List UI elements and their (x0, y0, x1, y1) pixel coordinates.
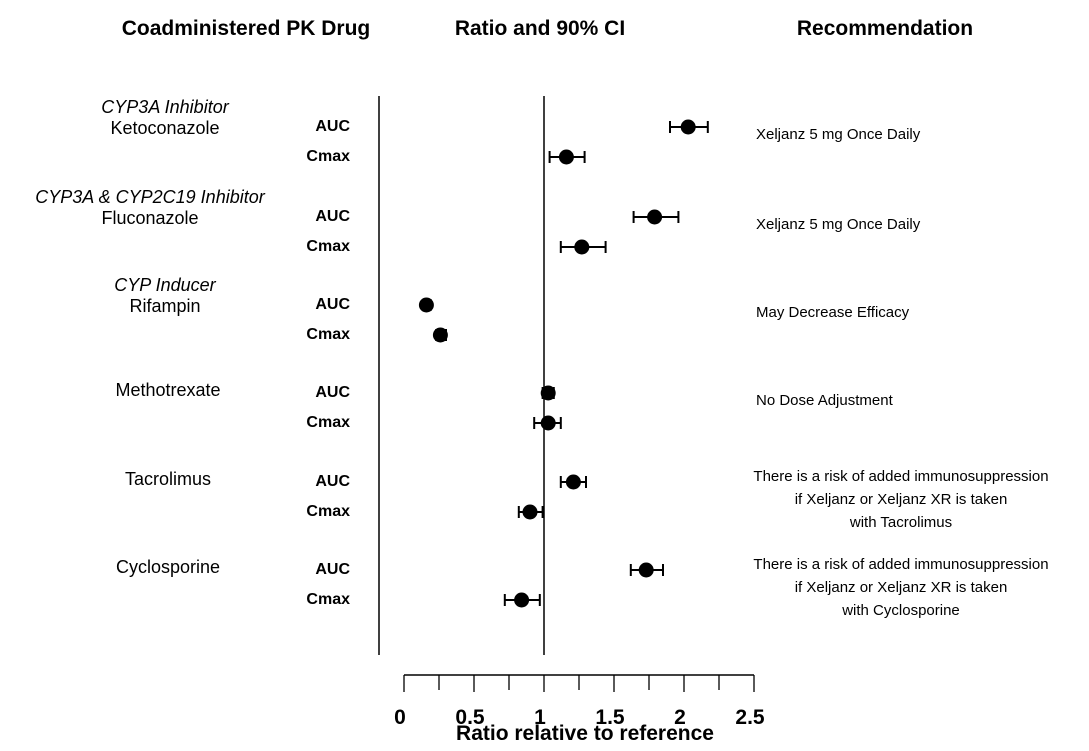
drug-name-label: Methotrexate (115, 380, 221, 400)
recommendation-text: There is a risk of added immunosuppressi… (753, 556, 1049, 573)
recommendation-text: Xeljanz 5 mg Once Daily (756, 126, 921, 143)
recommendation-text: May Decrease Efficacy (756, 304, 910, 321)
metric-label: AUC (315, 384, 350, 401)
metric-label: AUC (315, 473, 350, 490)
drug-name-label: Tacrolimus (124, 469, 212, 489)
metric-label: Cmax (306, 414, 350, 431)
drug-name-label: Fluconazole (101, 208, 199, 228)
data-point (418, 297, 434, 313)
data-point (540, 385, 556, 401)
drug-class-label: CYP3A & CYP2C19 Inhibitor (35, 187, 265, 207)
metric-label: AUC (315, 118, 350, 135)
x-tick-label: 0.5 (455, 706, 485, 729)
x-tick-label: 0 (394, 706, 406, 729)
metric-label: Cmax (306, 503, 350, 520)
data-point (432, 327, 448, 343)
data-point (558, 149, 574, 165)
recommendation-text: with Cyclosporine (842, 602, 960, 619)
recommendation-text: There is a risk of added immunosuppressi… (753, 468, 1049, 485)
metric-label: AUC (315, 208, 350, 225)
header-ratio: Ratio and 90% CI (454, 17, 626, 40)
x-tick-label: 1.5 (595, 706, 625, 729)
x-axis-title: Ratio relative to reference (456, 722, 714, 745)
recommendation-text: with Tacrolimus (849, 514, 953, 531)
metric-label: Cmax (306, 148, 350, 165)
data-point (522, 504, 538, 520)
data-point (514, 592, 530, 608)
metric-label: Cmax (306, 591, 350, 608)
header-drug: Coadministered PK Drug (121, 17, 371, 40)
data-point (647, 209, 663, 225)
data-point (565, 474, 581, 490)
recommendation-text: Xeljanz 5 mg Once Daily (756, 216, 921, 233)
drug-name-label: Ketoconazole (110, 118, 220, 138)
x-tick-label: 2 (674, 706, 686, 729)
metric-label: Cmax (306, 238, 350, 255)
metric-label: AUC (315, 561, 350, 578)
x-tick-label: 1 (534, 706, 546, 729)
data-point (638, 562, 654, 578)
metric-label: AUC (315, 296, 350, 313)
data-point (680, 119, 696, 135)
x-tick-label: 2.5 (735, 706, 765, 729)
data-point (540, 415, 556, 431)
drug-name-label: Cyclosporine (115, 557, 221, 577)
metric-label: Cmax (306, 326, 350, 343)
recommendation-text: No Dose Adjustment (756, 392, 893, 409)
recommendation-text: if Xeljanz or Xeljanz XR is taken (794, 579, 1008, 596)
header-recommendation: Recommendation (796, 17, 974, 40)
drug-class-label: CYP3A Inhibitor (101, 97, 229, 117)
data-point (574, 239, 590, 255)
drug-class-label: CYP Inducer (114, 275, 216, 295)
recommendation-text: if Xeljanz or Xeljanz XR is taken (794, 491, 1008, 508)
drug-name-label: Rifampin (129, 296, 201, 316)
